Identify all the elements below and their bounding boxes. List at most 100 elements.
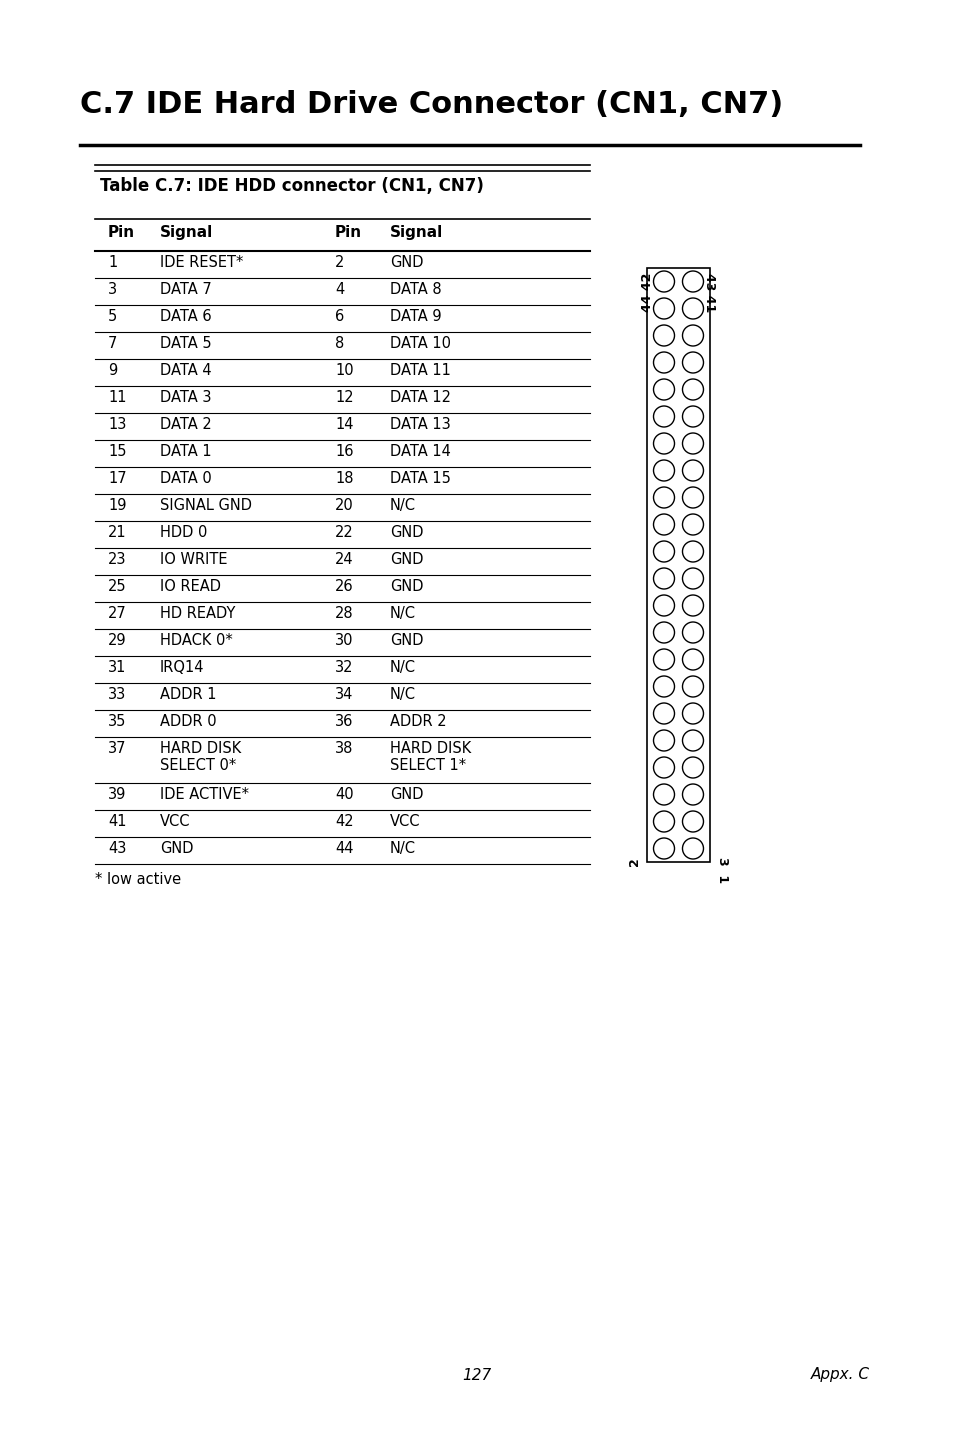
Text: 3  1: 3 1: [716, 857, 728, 884]
Text: 35: 35: [108, 714, 126, 729]
Text: 38: 38: [335, 741, 353, 756]
Text: GND: GND: [390, 633, 423, 648]
Text: N/C: N/C: [390, 841, 416, 857]
Text: IO WRITE: IO WRITE: [160, 552, 227, 568]
Text: IRQ14: IRQ14: [160, 661, 204, 675]
Text: 127: 127: [462, 1367, 491, 1383]
Text: 43: 43: [108, 841, 126, 857]
Text: 37: 37: [108, 741, 127, 756]
Text: C.7 IDE Hard Drive Connector (CN1, CN7): C.7 IDE Hard Drive Connector (CN1, CN7): [80, 90, 782, 119]
Text: 34: 34: [335, 686, 353, 702]
Text: 21: 21: [108, 525, 127, 541]
Text: N/C: N/C: [390, 661, 416, 675]
Text: DATA 8: DATA 8: [390, 282, 441, 297]
Text: GND: GND: [390, 525, 423, 541]
Text: N/C: N/C: [390, 606, 416, 621]
Text: 24: 24: [335, 552, 354, 568]
Text: ADDR 1: ADDR 1: [160, 686, 216, 702]
Text: 14: 14: [335, 418, 354, 432]
Text: IO READ: IO READ: [160, 579, 221, 593]
Text: 40: 40: [335, 787, 354, 802]
Text: 12: 12: [335, 390, 354, 405]
Text: DATA 12: DATA 12: [390, 390, 451, 405]
Text: DATA 6: DATA 6: [160, 309, 212, 325]
Text: 4: 4: [335, 282, 344, 297]
Text: DATA 9: DATA 9: [390, 309, 441, 325]
Bar: [646, 267, 709, 862]
Text: 30: 30: [335, 633, 354, 648]
Text: 8: 8: [335, 336, 344, 350]
Text: 19: 19: [108, 498, 127, 513]
Text: IDE RESET*: IDE RESET*: [160, 255, 243, 270]
Text: 25: 25: [108, 579, 127, 593]
Text: 2: 2: [335, 255, 344, 270]
Text: 2: 2: [627, 857, 640, 865]
Text: 42: 42: [335, 814, 354, 829]
Text: 41: 41: [108, 814, 127, 829]
Text: DATA 11: DATA 11: [390, 363, 451, 378]
Text: Table C.7: IDE HDD connector (CN1, CN7): Table C.7: IDE HDD connector (CN1, CN7): [100, 177, 483, 194]
Text: 29: 29: [108, 633, 127, 648]
Text: 5: 5: [108, 309, 117, 325]
Text: 23: 23: [108, 552, 127, 568]
Text: HD READY: HD READY: [160, 606, 235, 621]
Text: HARD DISK
SELECT 0*: HARD DISK SELECT 0*: [160, 741, 241, 774]
Text: 44 42: 44 42: [640, 273, 654, 312]
Text: 9: 9: [108, 363, 117, 378]
Text: 26: 26: [335, 579, 354, 593]
Text: 17: 17: [108, 470, 127, 486]
Text: Signal: Signal: [160, 225, 213, 240]
Text: GND: GND: [390, 255, 423, 270]
Text: DATA 3: DATA 3: [160, 390, 212, 405]
Text: HDD 0: HDD 0: [160, 525, 207, 541]
Text: ADDR 2: ADDR 2: [390, 714, 446, 729]
Text: 10: 10: [335, 363, 354, 378]
Text: DATA 14: DATA 14: [390, 443, 451, 459]
Text: DATA 10: DATA 10: [390, 336, 451, 350]
Text: Pin: Pin: [108, 225, 135, 240]
Text: 20: 20: [335, 498, 354, 513]
Text: * low active: * low active: [95, 872, 181, 887]
Text: DATA 1: DATA 1: [160, 443, 212, 459]
Text: 43 41: 43 41: [702, 273, 716, 312]
Text: 27: 27: [108, 606, 127, 621]
Text: DATA 4: DATA 4: [160, 363, 212, 378]
Text: IDE ACTIVE*: IDE ACTIVE*: [160, 787, 249, 802]
Text: 6: 6: [335, 309, 344, 325]
Text: 11: 11: [108, 390, 127, 405]
Text: 15: 15: [108, 443, 127, 459]
Text: 3: 3: [108, 282, 117, 297]
Text: 33: 33: [108, 686, 126, 702]
Text: DATA 5: DATA 5: [160, 336, 212, 350]
Text: 13: 13: [108, 418, 126, 432]
Text: GND: GND: [390, 552, 423, 568]
Text: DATA 7: DATA 7: [160, 282, 212, 297]
Text: 32: 32: [335, 661, 354, 675]
Text: VCC: VCC: [160, 814, 191, 829]
Text: N/C: N/C: [390, 498, 416, 513]
Text: DATA 2: DATA 2: [160, 418, 212, 432]
Text: 39: 39: [108, 787, 126, 802]
Text: HARD DISK
SELECT 1*: HARD DISK SELECT 1*: [390, 741, 471, 774]
Text: Pin: Pin: [335, 225, 362, 240]
Text: 31: 31: [108, 661, 126, 675]
Text: ADDR 0: ADDR 0: [160, 714, 216, 729]
Text: GND: GND: [390, 787, 423, 802]
Text: 36: 36: [335, 714, 353, 729]
Text: 22: 22: [335, 525, 354, 541]
Text: Signal: Signal: [390, 225, 443, 240]
Text: SIGNAL GND: SIGNAL GND: [160, 498, 252, 513]
Text: 18: 18: [335, 470, 354, 486]
Text: GND: GND: [390, 579, 423, 593]
Text: DATA 13: DATA 13: [390, 418, 450, 432]
Text: N/C: N/C: [390, 686, 416, 702]
Text: DATA 0: DATA 0: [160, 470, 212, 486]
Text: 28: 28: [335, 606, 354, 621]
Text: HDACK 0*: HDACK 0*: [160, 633, 233, 648]
Text: 44: 44: [335, 841, 354, 857]
Text: GND: GND: [160, 841, 193, 857]
Text: VCC: VCC: [390, 814, 420, 829]
Text: Appx. C: Appx. C: [810, 1367, 869, 1383]
Text: DATA 15: DATA 15: [390, 470, 451, 486]
Text: 1: 1: [108, 255, 117, 270]
